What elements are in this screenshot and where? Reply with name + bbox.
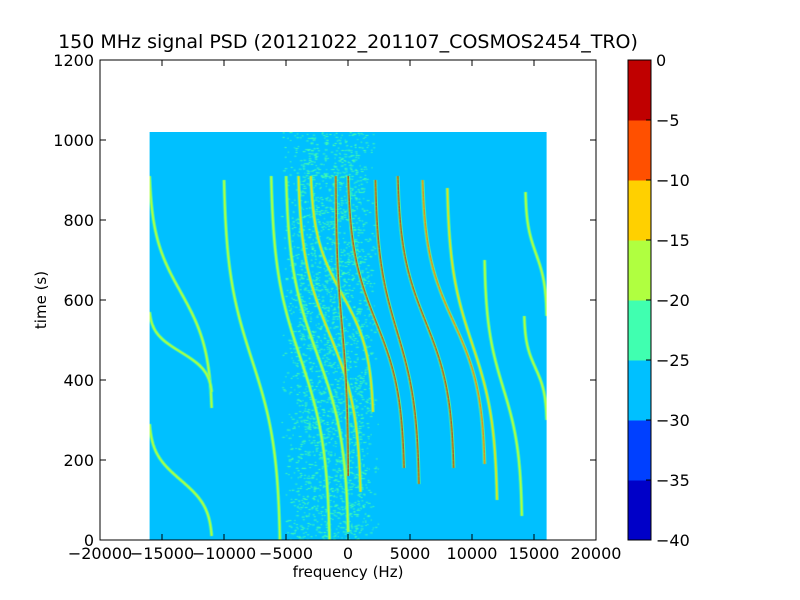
- colorbar-tick-label: 0: [656, 51, 666, 70]
- y-tick-label: 800: [63, 211, 94, 230]
- colorbar-segment: [628, 180, 651, 241]
- colorbar-segment: [628, 60, 651, 121]
- colorbar-tick-label: −40: [656, 531, 690, 550]
- heatmap-image: [149, 132, 547, 540]
- colorbar-segment: [628, 240, 651, 301]
- y-tick-label: 1200: [53, 51, 94, 70]
- chart-title: 150 MHz signal PSD (20121022_201107_COSM…: [58, 31, 638, 53]
- y-axis-label: time (s): [32, 271, 50, 329]
- colorbar-segment: [628, 480, 651, 541]
- x-tick-label: −5000: [259, 544, 313, 563]
- x-tick-label: −15000: [130, 544, 194, 563]
- plot-area: [99, 59, 597, 541]
- colorbar-tick-label: −15: [656, 231, 690, 250]
- x-tick-label: 0: [343, 544, 353, 563]
- colorbar-segment: [628, 300, 651, 361]
- y-tick-label: 200: [63, 451, 94, 470]
- colorbar-tick-label: −20: [656, 291, 690, 310]
- x-axis-label: frequency (Hz): [293, 563, 404, 581]
- y-axis: 0 200 400 600 800 1000 1200: [53, 51, 596, 550]
- x-tick-label: 15000: [509, 544, 560, 563]
- colorbar: 0 −5 −10 −15 −20 −25 −30 −35 −40: [627, 51, 690, 550]
- x-tick-label: −10000: [192, 544, 256, 563]
- x-tick-label: 20000: [571, 544, 622, 563]
- y-tick-label: 600: [63, 291, 94, 310]
- colorbar-segment: [628, 360, 651, 421]
- colorbar-tick-label: −5: [656, 111, 680, 130]
- x-tick-label: −20000: [68, 544, 132, 563]
- x-tick-label: 5000: [390, 544, 431, 563]
- y-tick-label: 1000: [53, 131, 94, 150]
- colorbar-tick-label: −25: [656, 351, 690, 370]
- y-tick-label: 400: [63, 371, 94, 390]
- x-axis: −20000−15000−10000 −5000 0 5000 10000 15000 20…: [68, 60, 622, 563]
- colorbar-segment: [628, 120, 651, 181]
- colorbar-tick-label: −35: [656, 471, 690, 490]
- colorbar-segment: [628, 420, 651, 481]
- x-tick-label: 10000: [447, 544, 498, 563]
- colorbar-tick-label: −10: [656, 171, 690, 190]
- colorbar-tick-label: −30: [656, 411, 690, 430]
- y-tick-label: 0: [84, 531, 94, 550]
